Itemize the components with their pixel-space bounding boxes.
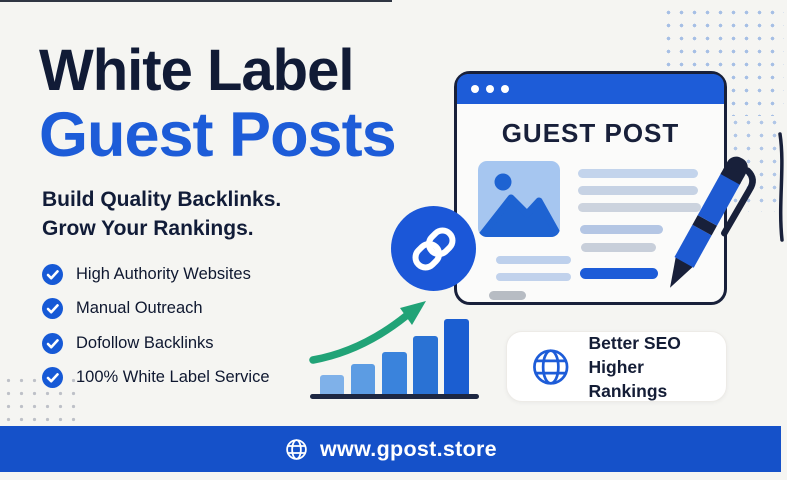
subtitle: Build Quality Backlinks. Grow Your Ranki… (42, 185, 281, 243)
text-line-skeleton (578, 169, 698, 178)
text-line-skeleton (581, 243, 656, 252)
list-item: 100% White Label Service (42, 367, 270, 389)
browser-titlebar (457, 74, 724, 104)
globe-icon (533, 348, 569, 385)
chart-bar (413, 336, 438, 394)
browser-dot-icon (471, 85, 479, 93)
pen-icon (670, 132, 784, 288)
badge-line-2: Higher Rankings (588, 356, 668, 401)
chain-link-icon (412, 227, 455, 270)
backlink-badge (391, 206, 476, 291)
text-line-skeleton (489, 291, 526, 300)
subtitle-line-1: Build Quality Backlinks. (42, 188, 282, 211)
dot-pattern-bottom-left (2, 374, 82, 424)
footer-bar: www.gpost.store (0, 426, 781, 472)
growth-arrow-icon (309, 301, 426, 364)
badge-line-1: Better SEO (588, 332, 681, 353)
checklist-label: High Authority Websites (76, 264, 251, 283)
text-line-skeleton (578, 186, 698, 195)
chart-bar (444, 319, 469, 394)
browser-dot-icon (501, 85, 509, 93)
title-line-1: White Label (39, 38, 354, 103)
seo-badge: Better SEO Higher Rankings (506, 331, 727, 402)
chart-bar (382, 352, 407, 394)
chart-bar (320, 375, 344, 394)
subtitle-line-2: Grow Your Rankings. (42, 217, 254, 240)
headline: White Label Guest Posts (39, 38, 397, 170)
text-line-skeleton (496, 273, 571, 281)
text-line-skeleton (496, 256, 571, 264)
guest-post-heading: GUEST POST (501, 118, 680, 148)
motion-line (778, 132, 784, 242)
image-mountains-icon (478, 173, 560, 237)
text-line-skeleton (578, 203, 701, 212)
feature-checklist: High Authority Websites Manual Outreach … (42, 263, 270, 389)
button-skeleton (580, 268, 658, 279)
checklist-label: Dofollow Backlinks (76, 333, 214, 352)
chart-bar (351, 364, 375, 394)
check-circle-icon (42, 332, 63, 354)
globe-icon (286, 438, 307, 460)
check-circle-icon (42, 298, 63, 319)
checklist-label: 100% White Label Service (76, 368, 270, 386)
article-image-placeholder (478, 161, 560, 237)
list-item: Dofollow Backlinks (42, 332, 270, 354)
title-line-2: Guest Posts (39, 100, 397, 170)
check-circle-icon (42, 263, 63, 285)
chart-baseline (310, 394, 479, 399)
browser-dot-icon (486, 85, 494, 93)
text-line-skeleton (580, 225, 663, 234)
website-url: www.gpost.store (320, 436, 497, 461)
list-item: Manual Outreach (42, 298, 270, 320)
checklist-label: Manual Outreach (76, 299, 203, 317)
check-circle-icon (42, 367, 63, 388)
list-item: High Authority Websites (42, 263, 270, 285)
top-edge-line (0, 0, 392, 2)
